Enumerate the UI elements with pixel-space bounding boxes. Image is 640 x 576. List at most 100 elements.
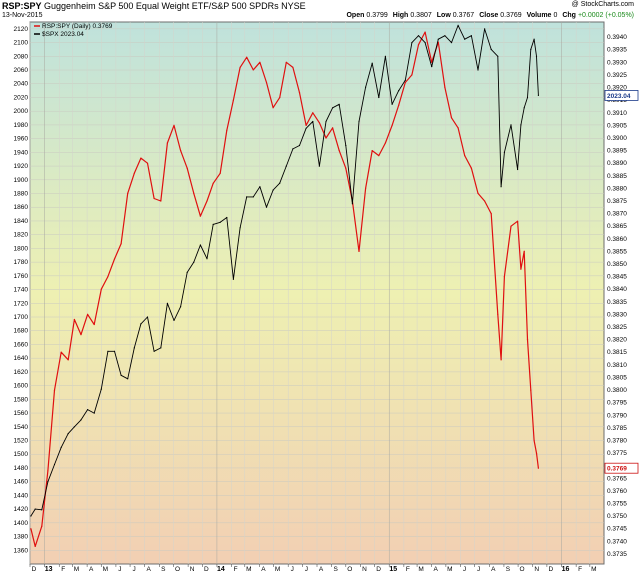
spx-point xyxy=(53,463,56,466)
left-tick-label: 1840 xyxy=(14,218,29,225)
rsp-spy-point xyxy=(391,124,393,126)
rsp-spy-point xyxy=(298,92,301,94)
rsp-spy-point xyxy=(338,150,340,152)
rsp-spy-point xyxy=(113,258,116,260)
right-tick-label: 0.3845 xyxy=(607,274,627,281)
rsp-spy-point xyxy=(60,351,62,353)
right-tick-label: 0.3835 xyxy=(607,299,627,306)
spx-point xyxy=(537,94,540,96)
rsp-spy-point xyxy=(226,129,228,131)
right-tick-label: 0.3900 xyxy=(607,135,627,142)
left-tick-label: 1480 xyxy=(14,465,29,472)
rsp-spy-point xyxy=(371,150,373,152)
rsp-spy-point xyxy=(411,74,413,76)
rsp-spy-point xyxy=(292,66,294,68)
x-tick-label: D xyxy=(32,566,37,573)
spx-point xyxy=(180,306,182,308)
rsp-spy-point xyxy=(457,127,459,129)
x-tick-label: D xyxy=(204,566,209,573)
right-tick-label: 0.3735 xyxy=(607,551,627,558)
right-tick-label: 0.3765 xyxy=(607,475,627,482)
left-tick-label: 1800 xyxy=(14,245,29,252)
left-tick-label: 2060 xyxy=(14,67,29,74)
left-tick-label: 1400 xyxy=(14,520,29,527)
rsp-spy-point xyxy=(87,313,89,315)
high-label: High xyxy=(392,12,409,19)
rsp-spy-point xyxy=(180,150,182,152)
spx-point xyxy=(437,38,439,40)
spx-point xyxy=(520,124,522,126)
left-tick-label: 1900 xyxy=(14,177,29,184)
spx-point xyxy=(345,144,347,147)
gridlines xyxy=(29,22,604,564)
right-axis: 0.3735 0.3740 0.3745 0.3750 0.3755 0.3760 0.37… xyxy=(607,34,627,558)
right-tick-label: 0.3865 xyxy=(607,223,627,230)
rsp-spy-point xyxy=(252,69,254,71)
legend: RSP:SPY (Daily) 0.3769$SPX 2023.04 xyxy=(34,23,113,38)
left-tick-label: 1440 xyxy=(14,492,29,499)
volume-label: Volume xyxy=(526,12,552,19)
x-tick-label: 14 xyxy=(217,566,225,573)
x-axis: D 13 F M A M J J A S O N D 14 F M A M J J A S O N D 15 F M A M J J A S O N D… xyxy=(29,564,597,573)
rsp-spy-point xyxy=(535,452,538,454)
right-tick-label: 0.3790 xyxy=(607,412,627,419)
left-tick-label: 1560 xyxy=(14,410,29,417)
chart-title: RSP:SPY Guggenheim S&P 500 Equal Weight … xyxy=(2,1,306,11)
spx-point xyxy=(490,48,492,51)
rsp-spy-point xyxy=(358,250,360,252)
x-tick-label: M xyxy=(447,566,452,573)
left-tick-label: 1420 xyxy=(14,506,29,513)
right-tick-label: 0.3860 xyxy=(607,236,627,243)
right-tick-label: 0.3930 xyxy=(607,59,627,66)
rsp-spy-point xyxy=(497,313,499,315)
spx-point xyxy=(239,227,241,229)
left-tick-label: 2020 xyxy=(14,94,29,101)
left-tick-label: 1880 xyxy=(14,191,29,198)
left-tick-label: 1680 xyxy=(14,328,29,335)
left-tick-label: 1860 xyxy=(14,204,29,211)
rsp-spy-point xyxy=(80,334,82,336)
rsp-spy-point xyxy=(417,44,420,46)
rsp-spy-point xyxy=(305,124,307,126)
right-tick-label: 0.3880 xyxy=(607,185,627,192)
right-tick-label: 0.3895 xyxy=(607,148,627,155)
right-tick-label: 0.3870 xyxy=(607,211,627,218)
right-tick-label: 0.3830 xyxy=(607,311,627,318)
spx-point xyxy=(526,96,529,99)
left-tick-label: 1660 xyxy=(14,341,29,348)
right-tick-label: 0.3775 xyxy=(607,450,627,457)
right-tick-label: 0.3740 xyxy=(607,538,627,545)
rsp-spy-point xyxy=(265,81,268,84)
left-tick-label: 2040 xyxy=(14,81,29,88)
rsp-spy-point xyxy=(325,137,327,139)
spx-point xyxy=(351,203,353,205)
rsp-spy-point xyxy=(500,359,502,361)
spx-point xyxy=(371,62,373,64)
close-label: Close xyxy=(479,12,499,19)
spx-point xyxy=(153,350,155,352)
spx-point xyxy=(457,24,459,26)
x-tick-label: F xyxy=(578,566,582,573)
x-tick-label: M xyxy=(246,566,251,573)
spx-point xyxy=(60,446,62,448)
spx-point xyxy=(199,244,201,246)
spx-point xyxy=(259,186,261,188)
rsp-spy-point xyxy=(510,225,512,227)
series-layer xyxy=(30,24,540,548)
rsp-spy-point xyxy=(345,167,347,169)
spx-point xyxy=(100,388,102,390)
rsp-spy-point xyxy=(246,56,248,58)
spx-point xyxy=(120,374,122,376)
x-tick-label: O xyxy=(520,566,525,573)
last-value-tags: 0.3769 2023.04 xyxy=(604,90,639,474)
spx-point xyxy=(384,55,386,57)
spx-point xyxy=(133,347,135,349)
low-value: 0.3767 xyxy=(452,12,475,19)
rsp-spy-point xyxy=(30,528,32,530)
high-value: 0.3807 xyxy=(410,12,432,19)
right-tick-label: 0.3935 xyxy=(607,47,627,54)
left-tick-label: 1960 xyxy=(14,136,29,143)
spx-point xyxy=(517,168,519,171)
spx-point xyxy=(67,433,69,435)
